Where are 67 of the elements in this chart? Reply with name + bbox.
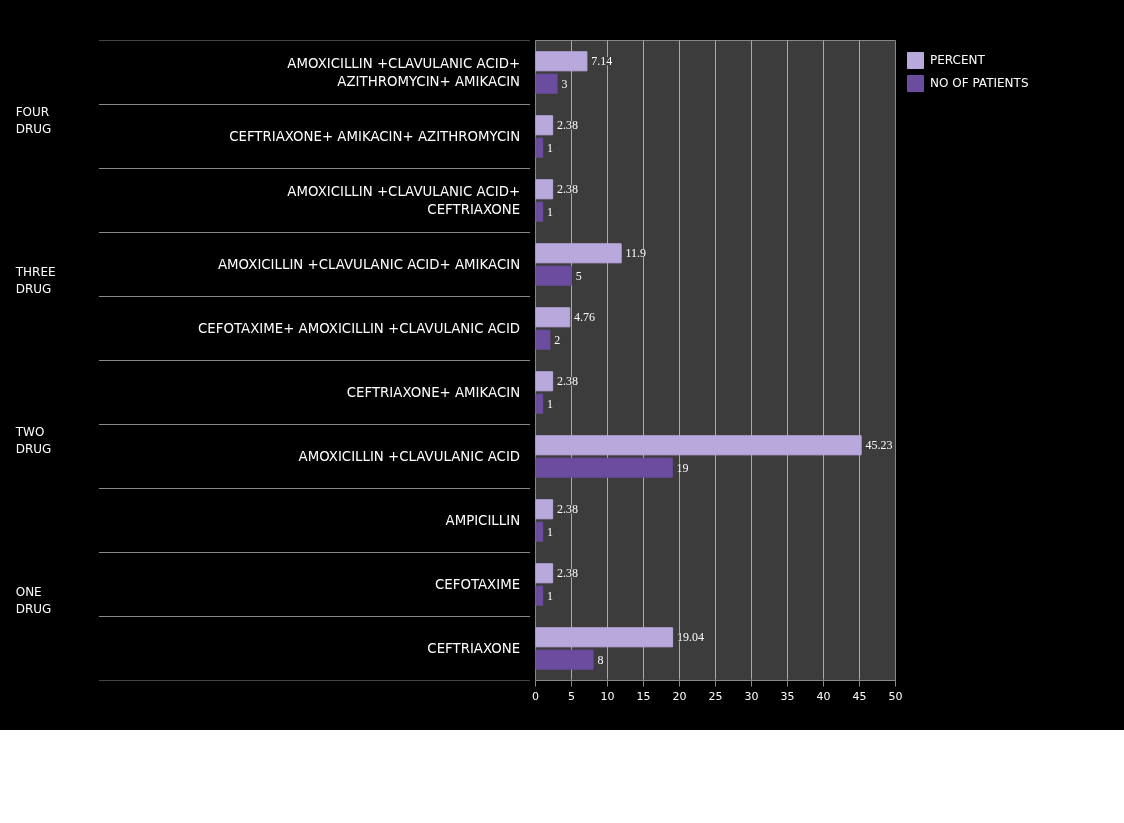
bar (535, 627, 674, 648)
bar (535, 243, 622, 264)
y-tick-label: CEFOTAXIME (435, 577, 521, 592)
bar (535, 73, 558, 94)
data-label: 1 (547, 204, 554, 219)
x-tick-label: 30 (744, 689, 759, 703)
text: TWO DRUG (14, 425, 52, 456)
bar (535, 329, 551, 350)
x-tick-label: 40 (816, 689, 831, 703)
bar (535, 649, 594, 670)
x-tick-label: 45 (852, 689, 867, 703)
x-tick-label: 25 (708, 689, 723, 703)
text: THREE DRUG (14, 265, 56, 296)
bar (535, 265, 572, 286)
text: ONE DRUG (15, 585, 52, 616)
data-label: 19 (676, 460, 689, 475)
x-tick-label: 15 (636, 689, 651, 703)
x-tick-label: 35 (780, 689, 795, 703)
data-label: 2 (554, 332, 561, 347)
data-label: 5 (575, 268, 582, 283)
y-tick-label: AMPICILLIN (445, 513, 521, 528)
y-tick-label: CEFTRIAXONE+ AMIKACIN+ AZITHROMYCIN (229, 129, 521, 144)
bar (535, 115, 554, 136)
data-label: 1 (547, 524, 554, 539)
bar (535, 51, 588, 72)
bar (535, 307, 571, 328)
bar (535, 585, 544, 606)
y-tick-label: AMOXICILLIN +CLAVULANIC ACID (298, 449, 521, 464)
y-tick-label: AMOXICILLIN +CLAVULANIC ACID+ AZITHROMYCIN+ AMIKACIN (287, 56, 521, 89)
legend-label: PERCENT (930, 53, 985, 67)
data-label: 2.38 (556, 566, 578, 581)
bar (535, 563, 554, 584)
bar (535, 201, 544, 222)
legend-label: NO OF PATIENTS (930, 76, 1029, 90)
bar (535, 521, 544, 542)
x-tick-label: 0 (532, 689, 539, 703)
data-label: 45.23 (865, 438, 893, 453)
data-label: 2.38 (556, 374, 578, 389)
y-tick-label: CEFTRIAXONE+ AMIKACIN (346, 385, 521, 400)
bar (535, 371, 554, 392)
x-tick-label: 50 (888, 689, 903, 703)
text: FOUR DRUG (15, 105, 52, 136)
y-tick-label: CEFOTAXIME+ AMOXICILLIN +CLAVULANIC ACID (198, 321, 521, 336)
data-label: 1 (547, 140, 554, 155)
data-label: 2.38 (556, 118, 578, 133)
data-label: 2.38 (556, 502, 578, 517)
data-label: 7.14 (591, 54, 613, 69)
bar (535, 435, 862, 456)
y-tick-label: AMOXICILLIN +CLAVULANIC ACID+ CEFTRIAXONE (287, 184, 521, 217)
data-label: 19.04 (676, 630, 704, 645)
y-tick-label: AMOXICILLIN +CLAVULANIC ACID+ AMIKACIN (217, 257, 521, 272)
bar (535, 499, 554, 520)
data-label: 4.76 (574, 310, 596, 325)
y-tick-label: CEFTRIAXONE (427, 641, 521, 656)
bar (535, 137, 544, 158)
data-label: 2.38 (556, 182, 578, 197)
x-tick-label: 5 (568, 689, 575, 703)
x-tick-label: 10 (600, 689, 615, 703)
x-tick-label: 20 (672, 689, 687, 703)
data-label: 1 (547, 588, 554, 603)
data-label: 8 (597, 652, 604, 667)
bar (535, 393, 544, 414)
bar (535, 457, 673, 478)
data-label: 1 (547, 396, 554, 411)
bar (535, 179, 554, 200)
data-label: 3 (561, 76, 568, 91)
data-label: 11.9 (625, 246, 647, 261)
